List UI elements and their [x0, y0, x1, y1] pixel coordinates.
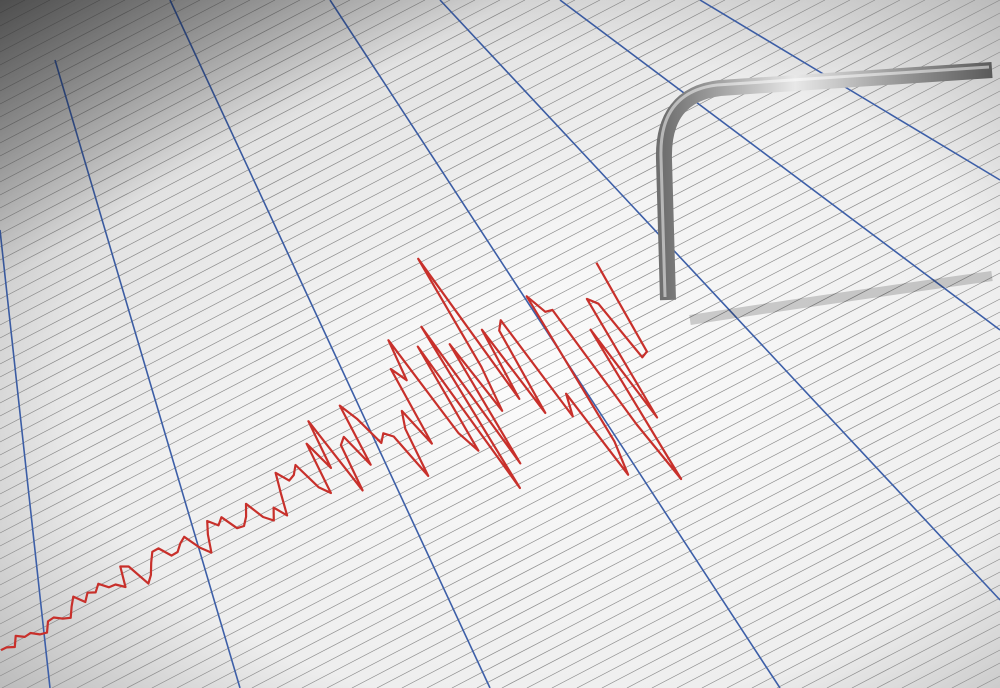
seismograph-needle-icon — [655, 62, 993, 301]
seismic-trace — [0, 257, 683, 652]
needle-shadow — [689, 271, 993, 325]
